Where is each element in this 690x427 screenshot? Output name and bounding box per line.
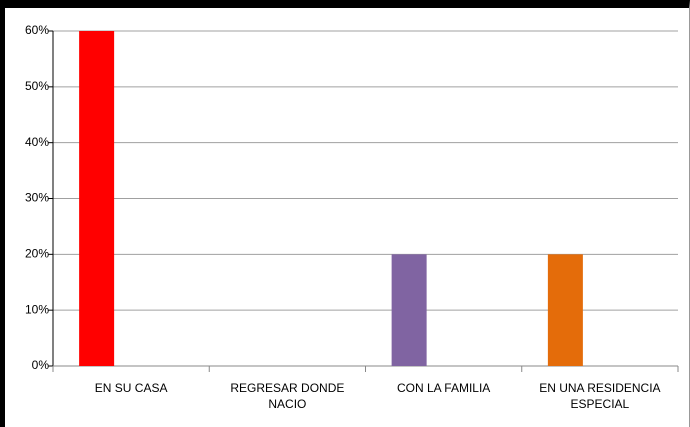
y-tick-label: 20% bbox=[25, 247, 49, 261]
x-tick-label: REGRESAR DONDE NACIO bbox=[230, 381, 345, 411]
bar bbox=[79, 31, 115, 366]
bar bbox=[547, 254, 583, 366]
y-tick-label: 10% bbox=[25, 302, 49, 316]
x-tick-label: EN SU CASA bbox=[94, 381, 168, 395]
x-tick-label: CON LA FAMILIA bbox=[396, 381, 491, 395]
y-tick-label: 40% bbox=[25, 135, 49, 149]
y-tick-label: 0% bbox=[32, 358, 50, 372]
y-tick-label: 50% bbox=[25, 79, 49, 93]
y-tick-label: 60% bbox=[25, 23, 49, 37]
bar bbox=[391, 254, 427, 366]
x-tick-label: EN UNA RESIDENCIA ESPECIAL bbox=[539, 381, 661, 411]
y-tick-label: 30% bbox=[25, 191, 49, 205]
